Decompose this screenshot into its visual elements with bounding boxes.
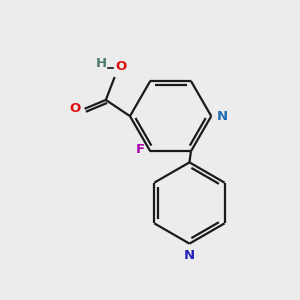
Text: F: F (136, 143, 145, 156)
Text: O: O (70, 102, 81, 115)
Text: N: N (184, 249, 195, 262)
Text: H: H (96, 58, 107, 70)
Text: N: N (217, 110, 228, 123)
Text: O: O (115, 60, 127, 73)
